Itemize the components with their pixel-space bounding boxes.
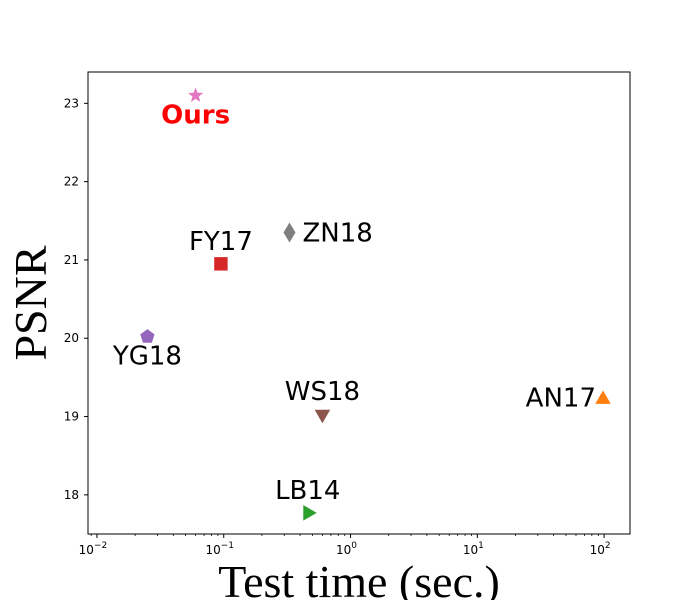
point-label-yg18: YG18 xyxy=(112,342,182,372)
marker-fy17 xyxy=(214,257,228,271)
y-tick-label: 20 xyxy=(64,331,79,345)
data-points xyxy=(140,87,611,521)
x-tick-label: 10−1 xyxy=(205,541,234,557)
y-tick-label: 22 xyxy=(64,175,79,189)
point-label-zn18: ZN18 xyxy=(302,219,372,249)
x-tick-label: 102 xyxy=(590,541,611,557)
marker-lb14 xyxy=(303,505,317,521)
y-tick-label: 18 xyxy=(64,488,79,502)
x-tick-label: 100 xyxy=(336,541,357,557)
x-tick-label: 101 xyxy=(463,541,484,557)
y-axis-ticks: 18 19 20 21 22 23 xyxy=(64,96,88,502)
point-label-lb14: LB14 xyxy=(275,476,340,506)
point-label-fy17: FY17 xyxy=(189,227,253,257)
y-axis-title: PSNR xyxy=(5,245,56,360)
y-tick-label: 23 xyxy=(64,96,79,110)
y-tick-label: 19 xyxy=(64,410,79,424)
marker-an17 xyxy=(595,390,611,404)
marker-yg18 xyxy=(140,329,155,343)
point-label-ws18: WS18 xyxy=(285,377,360,407)
y-tick-label: 21 xyxy=(64,253,79,267)
plot-frame xyxy=(87,71,631,535)
x-tick-label: 10−2 xyxy=(79,541,108,557)
marker-ws18 xyxy=(314,409,331,424)
x-axis-ticks: 10−2 10−1 100 101 102 xyxy=(79,534,611,557)
point-label-an17: AN17 xyxy=(526,383,596,413)
point-label-ours: Ours xyxy=(161,100,230,130)
point-labels: Ours FY17 ZN18 YG18 WS18 AN17 LB14 xyxy=(112,100,596,505)
x-axis-title: Test time (sec.) xyxy=(218,556,500,600)
marker-zn18 xyxy=(283,222,296,243)
marker-ours xyxy=(188,87,204,102)
